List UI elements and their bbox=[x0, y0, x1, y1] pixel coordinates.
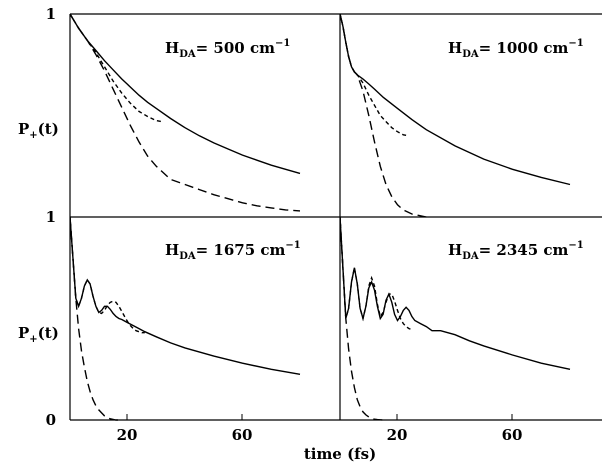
y-axis-label-sub: + bbox=[29, 334, 37, 345]
series-solid-bottom-right bbox=[340, 216, 571, 370]
coupling-label-top-right: HDA= 1000 cm−1 bbox=[448, 38, 584, 60]
x-tick-label-20-right: 20 bbox=[387, 426, 408, 444]
y-tick-label-1-bottom: 1 bbox=[46, 208, 56, 226]
series-short-dash-bottom-right bbox=[340, 216, 413, 331]
y-axis-label-suffix: (t) bbox=[38, 120, 59, 138]
y-axis-label-main: P bbox=[18, 120, 29, 138]
series-long-dash-bottom-right bbox=[340, 216, 386, 421]
series-short-dash-bottom-left bbox=[70, 216, 145, 334]
y-tick-label-0: 0 bbox=[46, 411, 56, 429]
series-long-dash-bottom-left bbox=[70, 216, 122, 421]
x-tick-label-20-left: 20 bbox=[117, 426, 138, 444]
y-axis-label-top: P+(t) bbox=[18, 120, 59, 141]
y-axis-label-bottom: P+(t) bbox=[18, 324, 59, 345]
y-axis-label-main: P bbox=[18, 324, 29, 342]
series-long-dash-top-left bbox=[70, 13, 301, 212]
x-tick-label-60-right: 60 bbox=[502, 426, 523, 444]
coupling-label-top-left: HDA= 500 cm−1 bbox=[165, 38, 290, 60]
panel-frames bbox=[69, 13, 602, 421]
series-solid-bottom-left bbox=[70, 216, 301, 375]
y-axis-label-suffix: (t) bbox=[38, 324, 59, 342]
series-short-dash-top-left bbox=[70, 13, 163, 123]
coupling-label-bottom-left: HDA= 1675 cm−1 bbox=[165, 240, 301, 262]
series-long-dash-top-right bbox=[340, 13, 427, 218]
curves bbox=[70, 13, 571, 421]
panel-annotations: HDA= 500 cm−1 HDA= 1000 cm−1 HDA= 1675 cm−… bbox=[165, 38, 584, 262]
series-short-dash-top-right bbox=[340, 13, 410, 137]
x-tick-label-60-left: 60 bbox=[232, 426, 253, 444]
series-solid-top-left bbox=[70, 13, 301, 175]
y-axis-label-sub: + bbox=[29, 130, 37, 141]
coupling-label-bottom-right: HDA= 2345 cm−1 bbox=[448, 240, 584, 262]
tick-marks bbox=[126, 414, 513, 420]
y-tick-label-1-top: 1 bbox=[46, 5, 56, 23]
x-axis-label: time (fs) bbox=[304, 445, 376, 462]
